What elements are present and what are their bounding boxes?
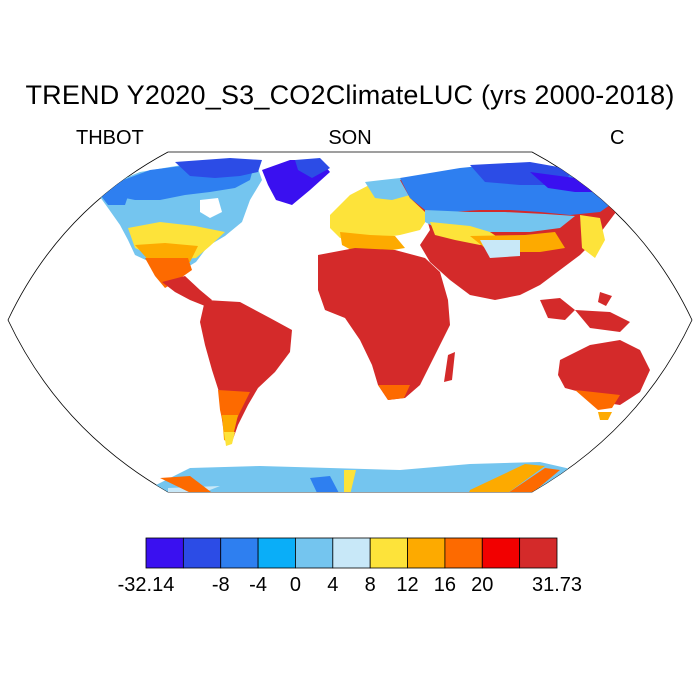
colorbar-swatch xyxy=(519,537,558,569)
colorbar-label: -8 xyxy=(211,574,230,596)
africa xyxy=(318,248,455,400)
variable-label: THBOT xyxy=(76,127,144,149)
colorbar-swatch xyxy=(407,537,446,569)
colorbar-label: 4 xyxy=(327,574,339,596)
colorbar-swatch xyxy=(257,537,296,569)
colorbar-label: 8 xyxy=(364,574,376,596)
colorbar-swatch xyxy=(220,537,259,569)
north-america xyxy=(95,158,330,306)
colorbar-swatch xyxy=(295,537,334,569)
colorbar-label: 31.73 xyxy=(531,574,583,596)
colorbar-label: 16 xyxy=(433,574,457,596)
colorbar-swatch xyxy=(145,537,184,569)
europe xyxy=(330,178,430,252)
season-label: SON xyxy=(328,127,372,149)
colorbar-swatch xyxy=(182,537,222,569)
south-america xyxy=(200,300,292,446)
colorbar-swatch xyxy=(369,537,408,569)
colorbar-swatch xyxy=(444,537,483,569)
colorbar-swatch xyxy=(481,537,521,569)
units-label: C xyxy=(610,127,625,149)
colorbar-label: 12 xyxy=(396,574,419,596)
map-title: TREND Y2020_S3_CO2ClimateLUC (yrs 2000-2… xyxy=(25,80,675,110)
asia xyxy=(400,162,630,332)
colorbar-label: -4 xyxy=(249,574,267,596)
colorbar-label: 20 xyxy=(471,574,494,596)
colorbar-swatch xyxy=(332,537,371,569)
antarctica xyxy=(150,462,575,492)
colorbar-label: 0 xyxy=(289,574,302,596)
colorbar-label: -32.14 xyxy=(117,574,175,596)
